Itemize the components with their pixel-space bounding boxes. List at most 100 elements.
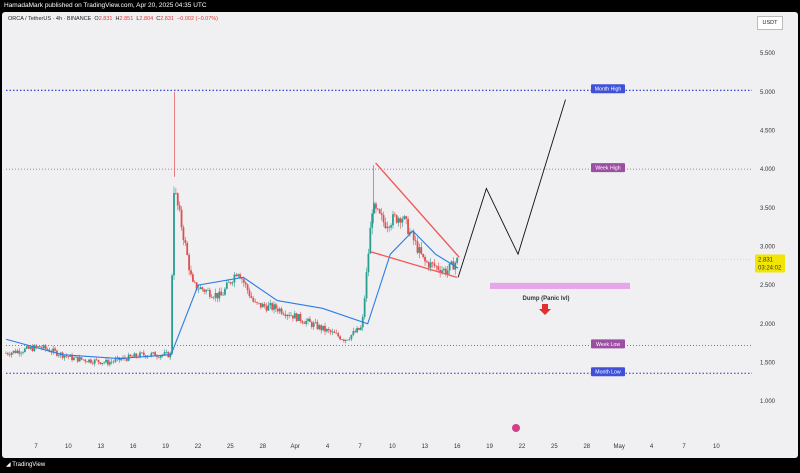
x-tick-label: 13 — [97, 444, 104, 450]
candle-body — [344, 339, 347, 342]
candle-body — [250, 296, 253, 299]
candle-body — [154, 352, 157, 357]
candle-body — [456, 257, 459, 263]
x-tick-label: 25 — [551, 444, 558, 450]
candle-body — [416, 241, 419, 253]
candle-body — [325, 329, 328, 332]
level-label-box — [591, 84, 625, 94]
candle-body — [403, 216, 406, 220]
candle-body — [31, 346, 34, 352]
candle-body — [448, 263, 451, 271]
candle-body — [182, 227, 185, 241]
candle-body — [382, 215, 385, 223]
y-tick-label: 1.500 — [760, 360, 776, 366]
high-value: 2.851 — [119, 16, 134, 22]
candle-body — [114, 358, 117, 362]
candle-body — [216, 292, 219, 299]
candle-body — [135, 353, 138, 357]
candle-body — [178, 205, 181, 210]
candle-body — [173, 193, 175, 276]
event-marker-icon[interactable] — [512, 424, 520, 432]
high-label: H — [115, 16, 120, 22]
open-label: O — [94, 16, 99, 22]
candle-body — [443, 268, 445, 271]
candle-body — [195, 282, 198, 290]
candle-body — [433, 263, 436, 267]
candle-body — [295, 313, 298, 322]
x-tick-label: 4 — [326, 444, 330, 450]
candle-body — [450, 261, 453, 264]
candle-body — [371, 213, 374, 228]
candle-body — [212, 297, 215, 299]
y-tick-label: 4.500 — [760, 129, 776, 135]
candle-body — [40, 347, 43, 349]
candle-body — [46, 348, 49, 350]
candle-body — [297, 314, 300, 322]
moving-average-line — [5, 230, 459, 360]
publisher-text: HamadaMark published on TradingView.com,… — [4, 2, 207, 9]
candle-body — [191, 274, 194, 282]
level-label-box — [591, 163, 625, 173]
candle-body — [10, 352, 13, 356]
y-tick-label: 3.000 — [760, 244, 776, 250]
x-tick-label: 19 — [486, 444, 493, 450]
candle-body — [341, 339, 343, 341]
candle-body — [95, 359, 98, 361]
x-tick-label: 25 — [227, 444, 234, 450]
candle-body — [329, 330, 332, 333]
x-tick-label: 28 — [583, 444, 590, 450]
candle-body — [150, 353, 153, 356]
candle-body — [65, 355, 68, 357]
candle-body — [288, 314, 291, 316]
candle-body — [275, 304, 277, 309]
candle-body — [73, 357, 75, 361]
candle-body — [273, 304, 275, 310]
candle-body — [320, 325, 323, 331]
candle-body — [208, 289, 211, 297]
wedge-upper-line — [375, 162, 460, 258]
candle-body — [239, 274, 241, 279]
candle-body — [327, 329, 330, 331]
candle-body — [165, 351, 168, 353]
candle-body — [426, 261, 428, 263]
candle-body — [101, 362, 104, 365]
candle-body — [335, 333, 338, 334]
candle-body — [401, 219, 404, 223]
x-tick-label: 7 — [682, 444, 686, 450]
candle-body — [384, 222, 387, 229]
currency-button[interactable]: USDT — [757, 16, 783, 30]
candle-body — [259, 302, 262, 308]
chart-panel[interactable] — [2, 12, 798, 458]
candle-body — [171, 275, 174, 354]
candle-body — [197, 289, 200, 290]
candle-body — [76, 356, 79, 362]
candle-body — [227, 282, 230, 283]
candle-body — [74, 356, 77, 358]
level-label-box — [591, 339, 625, 349]
candle-body — [378, 209, 381, 214]
x-tick-label: 13 — [421, 444, 428, 450]
candle-body — [18, 350, 21, 354]
publisher-bar: HamadaMark published on TradingView.com,… — [0, 0, 800, 12]
candle-body — [214, 292, 217, 298]
candle-body — [246, 284, 249, 291]
candle-body — [261, 303, 264, 308]
candle-body — [207, 289, 209, 291]
candle-body — [23, 348, 26, 353]
candle-body — [20, 352, 23, 354]
candle-body — [88, 359, 90, 363]
candle-body — [210, 296, 213, 298]
price-tag-countdown: 03:24:02 — [758, 266, 782, 272]
candle-body — [120, 359, 123, 361]
candle-body — [280, 308, 283, 314]
candle-body — [373, 203, 375, 214]
candle-body — [8, 354, 11, 356]
x-tick-label: 19 — [162, 444, 169, 450]
candle-body — [380, 213, 383, 216]
x-tick-label: 22 — [519, 444, 526, 450]
candle-body — [133, 353, 136, 357]
candle-body — [93, 359, 96, 364]
candle-body — [314, 322, 317, 323]
candle-body — [303, 322, 306, 324]
